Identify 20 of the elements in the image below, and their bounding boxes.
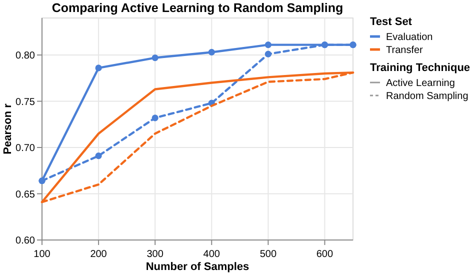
text: Random Sampling bbox=[386, 91, 468, 102]
chart-title: Comparing Active Learning to Random Sampling bbox=[52, 1, 344, 15]
legend-label: Evaluation bbox=[386, 32, 433, 43]
text: Training Technique bbox=[370, 62, 470, 74]
x-tick-label: 200 bbox=[90, 249, 108, 260]
legend-label: Transfer bbox=[386, 45, 424, 56]
x-tick-label: 100 bbox=[34, 249, 51, 260]
y-tick-label: 0.60 bbox=[16, 236, 36, 246]
y-tick-label: 0.80 bbox=[16, 50, 36, 62]
x-tick-label: 600 bbox=[316, 249, 334, 260]
x-tick-label: 400 bbox=[203, 249, 220, 260]
y-tick-label: 0.70 bbox=[16, 143, 36, 154]
text: Active Learning bbox=[386, 78, 455, 89]
x-tick-label: 300 bbox=[146, 249, 164, 260]
text: Test Set bbox=[370, 16, 412, 28]
x-axis-title: Number of Samples bbox=[146, 261, 250, 273]
x-tick-label: 500 bbox=[260, 249, 277, 260]
y-axis-title: Pearson r bbox=[2, 102, 14, 154]
y-tick-label: 0.75 bbox=[16, 96, 36, 108]
y-tick-label: 0.65 bbox=[16, 189, 36, 200]
